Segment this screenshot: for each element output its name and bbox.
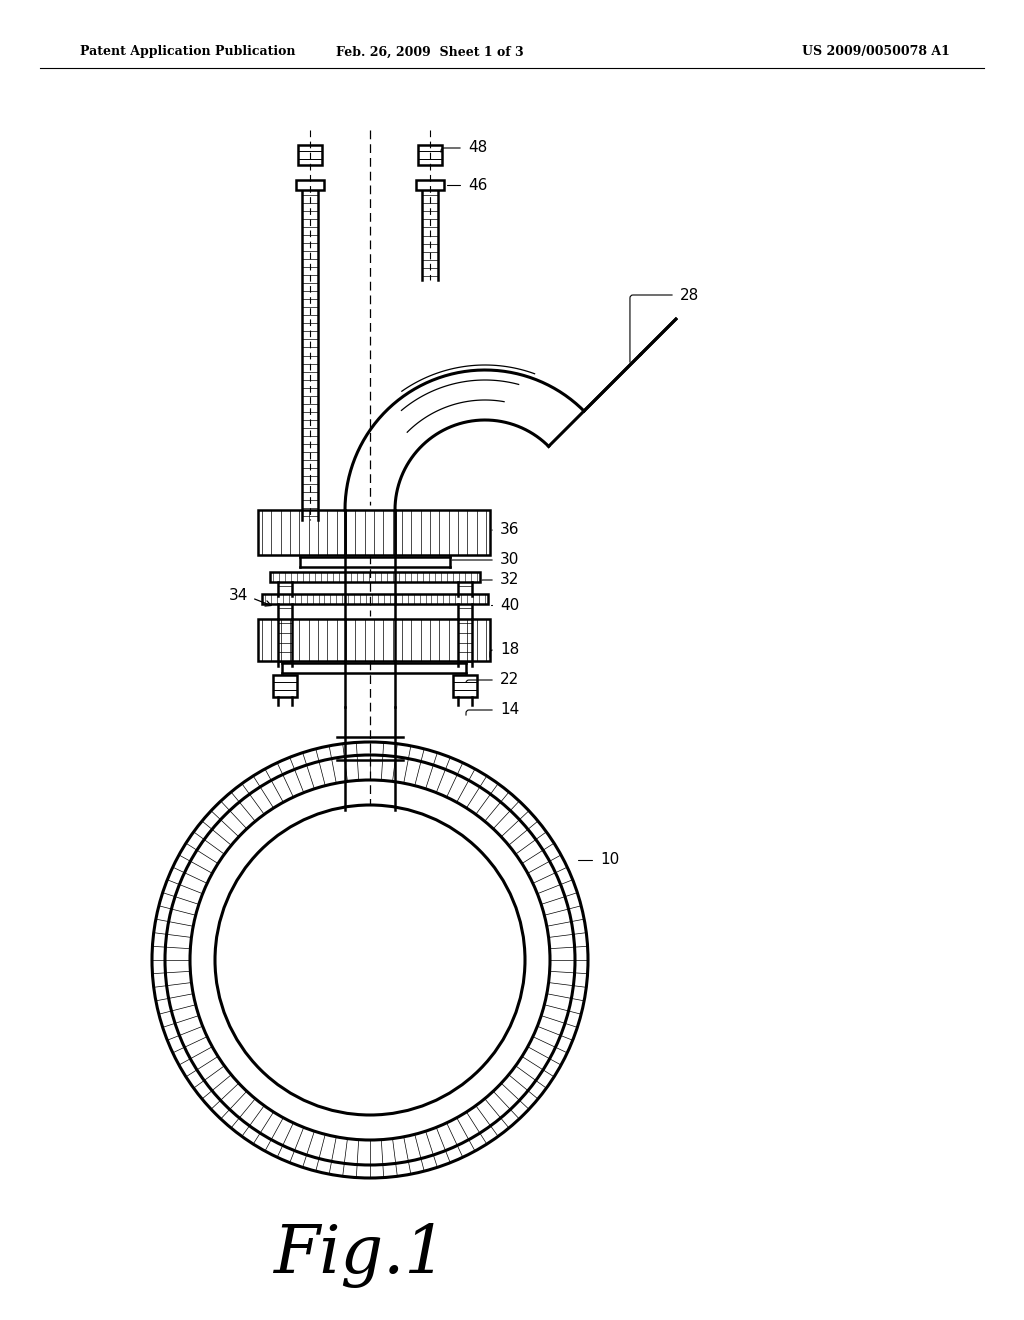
- Bar: [273, 675, 297, 697]
- Text: 28: 28: [680, 288, 699, 302]
- Text: 36: 36: [500, 523, 519, 537]
- Bar: [258, 510, 490, 554]
- Text: 22: 22: [500, 672, 519, 688]
- Bar: [296, 180, 324, 190]
- Text: 32: 32: [500, 573, 519, 587]
- Text: Feb. 26, 2009  Sheet 1 of 3: Feb. 26, 2009 Sheet 1 of 3: [336, 45, 524, 58]
- Bar: [258, 619, 490, 661]
- Bar: [270, 572, 480, 582]
- Text: 46: 46: [468, 177, 487, 193]
- Bar: [418, 145, 442, 165]
- Text: 34: 34: [228, 587, 248, 602]
- Text: 18: 18: [500, 643, 519, 657]
- Bar: [262, 594, 488, 605]
- Bar: [416, 180, 444, 190]
- Text: Patent Application Publication: Patent Application Publication: [80, 45, 296, 58]
- Text: 40: 40: [500, 598, 519, 612]
- Text: Fig.1: Fig.1: [273, 1222, 446, 1287]
- Text: 14: 14: [500, 702, 519, 718]
- Text: 30: 30: [500, 553, 519, 568]
- Text: 10: 10: [600, 853, 620, 867]
- Bar: [453, 675, 477, 697]
- Bar: [298, 145, 322, 165]
- Text: US 2009/0050078 A1: US 2009/0050078 A1: [802, 45, 950, 58]
- Text: 48: 48: [468, 140, 487, 156]
